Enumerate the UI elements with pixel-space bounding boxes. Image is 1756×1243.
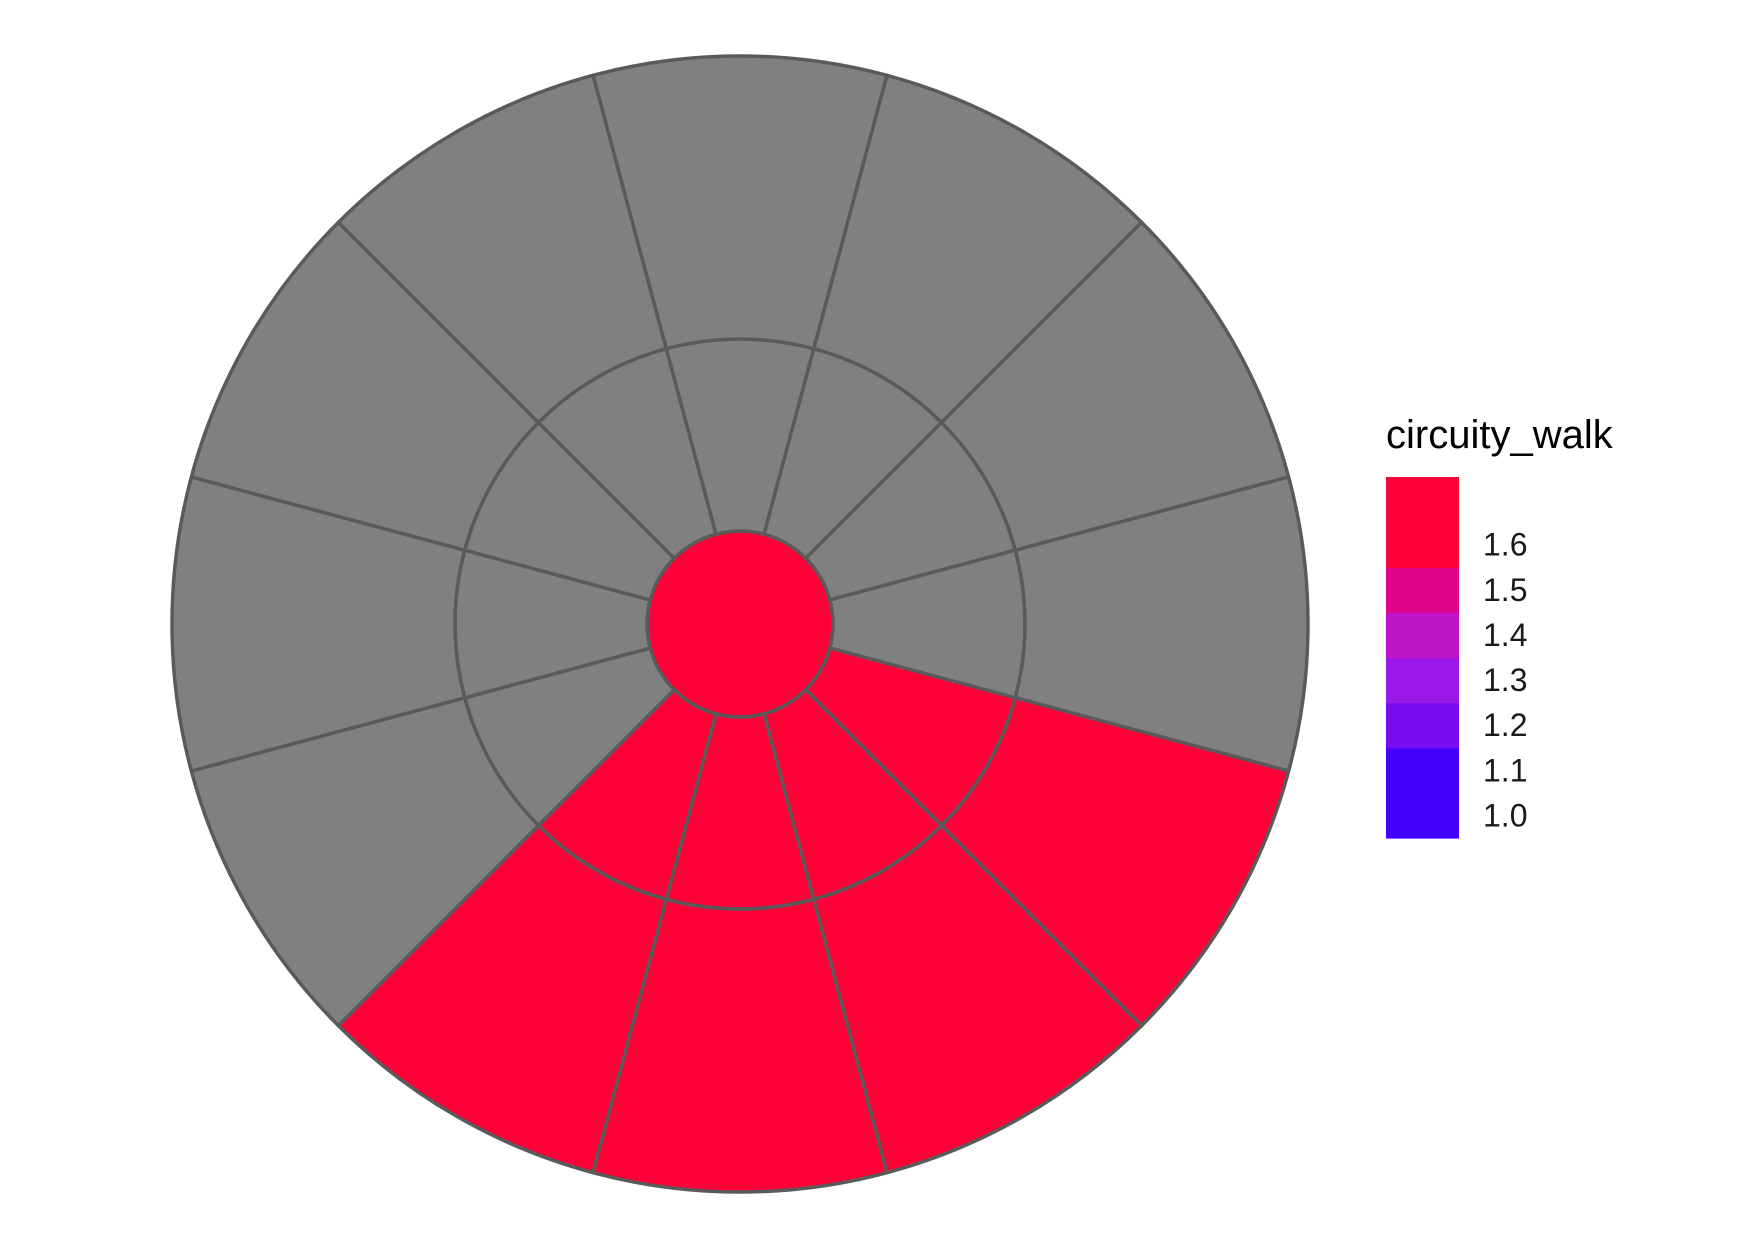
legend-labels: 1.6 1.5 1.4 1.3 1.2 1.1 1.0 [1483,527,1527,834]
legend-color-step-3 [1386,612,1459,659]
polar-heatmap-plot [170,54,1310,1194]
legend-colorbar [1386,477,1459,839]
legend-label: 1.1 [1483,752,1527,788]
legend-label: 1.5 [1483,572,1527,608]
legend-label: 1.2 [1483,707,1527,743]
legend-title: circuity_walk [1386,413,1614,457]
legend-label: 1.6 [1483,527,1527,563]
legend-color-step-5 [1386,477,1459,568]
legend-label: 1.0 [1483,797,1527,833]
legend-color-step-1 [1386,702,1459,749]
legend-color-step-0 [1386,747,1459,839]
legend-color-step-2 [1386,657,1459,704]
legend-label: 1.3 [1483,662,1527,698]
legend-color-step-4 [1386,567,1459,613]
legend-label: 1.4 [1483,617,1527,653]
heatmap-cell-ring2-sector11 [336,73,668,425]
legend: circuity_walk 1.6 1.5 1.4 1.3 1.2 1.1 1.0 [1386,413,1614,839]
